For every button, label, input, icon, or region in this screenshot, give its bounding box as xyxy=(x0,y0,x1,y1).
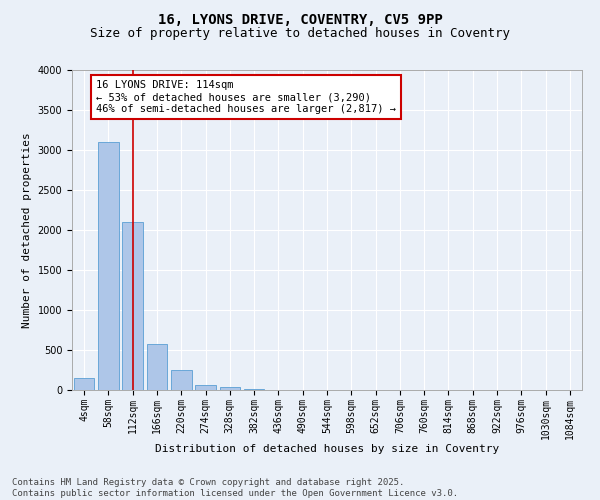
Bar xyxy=(98,142,119,390)
Bar xyxy=(220,387,240,390)
Bar xyxy=(171,370,191,390)
Bar xyxy=(122,222,143,390)
Text: 16 LYONS DRIVE: 114sqm
← 53% of detached houses are smaller (3,290)
46% of semi-: 16 LYONS DRIVE: 114sqm ← 53% of detached… xyxy=(96,80,396,114)
Text: Contains HM Land Registry data © Crown copyright and database right 2025.
Contai: Contains HM Land Registry data © Crown c… xyxy=(12,478,458,498)
Bar xyxy=(244,389,265,390)
Bar xyxy=(74,378,94,390)
X-axis label: Distribution of detached houses by size in Coventry: Distribution of detached houses by size … xyxy=(155,444,499,454)
Bar xyxy=(195,385,216,390)
Text: Size of property relative to detached houses in Coventry: Size of property relative to detached ho… xyxy=(90,28,510,40)
Y-axis label: Number of detached properties: Number of detached properties xyxy=(22,132,32,328)
Text: 16, LYONS DRIVE, COVENTRY, CV5 9PP: 16, LYONS DRIVE, COVENTRY, CV5 9PP xyxy=(158,12,442,26)
Bar xyxy=(146,344,167,390)
